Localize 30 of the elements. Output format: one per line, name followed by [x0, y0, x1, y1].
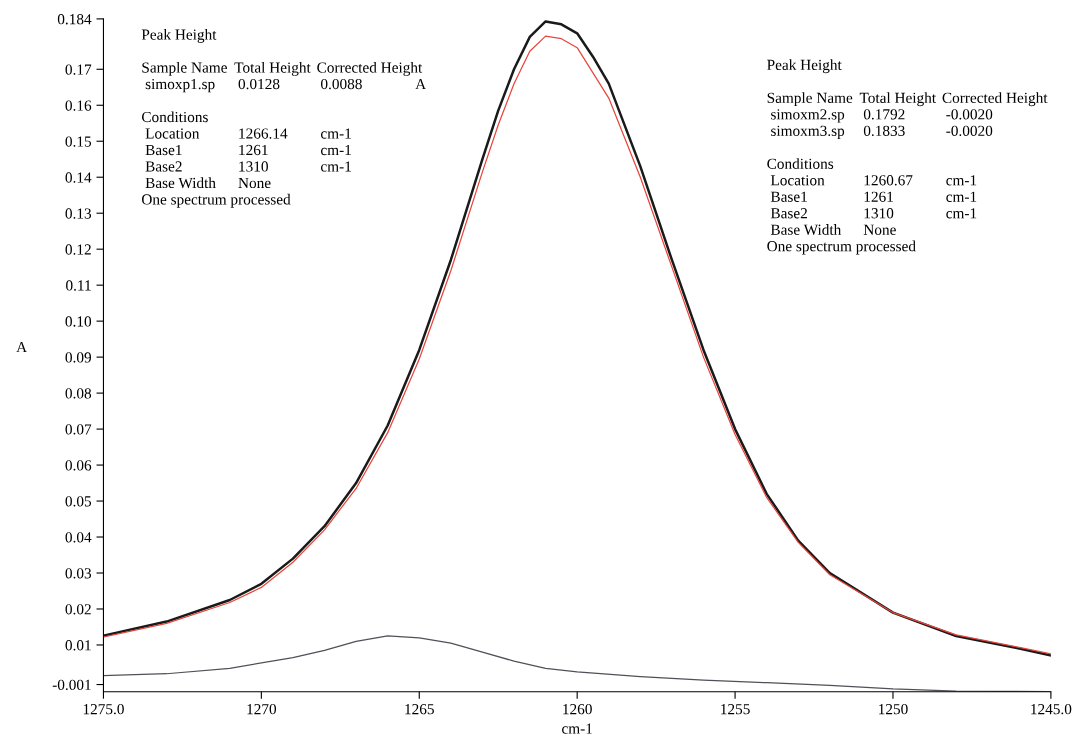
y-tick-label: 0.09 — [65, 352, 92, 363]
y-tick-label: 0.04 — [65, 532, 92, 543]
y-tick-label: 0.02 — [65, 604, 91, 615]
y-tick-label: 0.11 — [66, 280, 91, 291]
x-axis-title: cm-1 — [562, 723, 592, 734]
y-tick-label: 0.184 — [57, 14, 92, 25]
x-tick-label: 1275.0 — [83, 703, 124, 715]
y-tick-label: 0.05 — [65, 496, 92, 507]
y-tick-label: 0.17 — [65, 64, 92, 75]
text: Peak Height Sample Name Total Height Corrected Height simoxm2.sp 0.1792 -0.0020 simoxm3.sp 0.1833 -0.0020 Conditions Location 1260.67 cm-1 Base1 1261 cm-1 Base2 1310 cm-1 Base Width None One spectrum processed — [767, 59, 1048, 255]
x-tick-label: 1255 — [721, 704, 750, 715]
y-tick-label: 0.16 — [65, 100, 92, 111]
y-tick-label: 0.08 — [65, 388, 92, 399]
x-tick-label: 1245.0 — [1031, 703, 1072, 715]
y-tick-label: 0.13 — [65, 208, 92, 219]
x-tick-label: 1250 — [879, 703, 908, 715]
y-tick-label: 0.14 — [65, 172, 92, 183]
y-tick-label: 0.01 — [65, 640, 91, 651]
y-tick-label: 0.03 — [65, 568, 92, 579]
x-tick-label: 1265 — [405, 704, 434, 715]
y-tick-label: -0.001 — [52, 679, 91, 691]
y-tick-label: 0.15 — [65, 136, 92, 147]
x-tick-label: 1270 — [247, 703, 277, 715]
x-tick-label: 1260 — [563, 703, 592, 715]
text: Peak Height Sample Name Total Height Corrected Height simoxp1.sp 0.0128 0.0088 A Conditions Location 1266.14 cm-1 Base1 1261 cm-1 Base2 1310 cm-1 Base Width None One spectrum processed — [141, 28, 427, 208]
y-axis-title: A — [16, 341, 28, 353]
y-tick-label: 0.07 — [65, 424, 92, 435]
y-tick-label: 0.10 — [65, 316, 92, 327]
y-tick-label: 0.12 — [65, 244, 91, 255]
y-tick-label: 0.06 — [65, 460, 92, 471]
